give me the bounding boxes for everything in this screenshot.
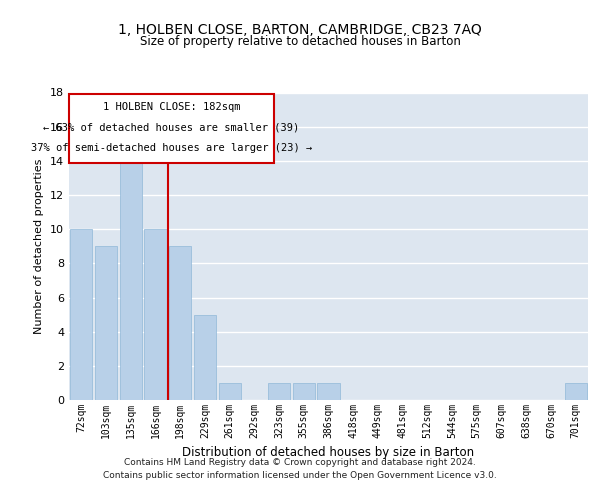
Bar [218,383,241,400]
Bar [317,383,340,400]
Bar [145,229,167,400]
Bar [268,383,290,400]
FancyBboxPatch shape [69,94,274,163]
Bar [70,229,92,400]
Text: 1, HOLBEN CLOSE, BARTON, CAMBRIDGE, CB23 7AQ: 1, HOLBEN CLOSE, BARTON, CAMBRIDGE, CB23… [118,22,482,36]
Bar [169,246,191,400]
Text: Size of property relative to detached houses in Barton: Size of property relative to detached ho… [140,35,460,48]
Bar [95,246,117,400]
Y-axis label: Number of detached properties: Number of detached properties [34,158,44,334]
Text: ← 63% of detached houses are smaller (39): ← 63% of detached houses are smaller (39… [43,122,299,132]
Bar [119,161,142,400]
X-axis label: Distribution of detached houses by size in Barton: Distribution of detached houses by size … [182,446,475,460]
Text: 1 HOLBEN CLOSE: 182sqm: 1 HOLBEN CLOSE: 182sqm [103,102,240,113]
Bar [194,314,216,400]
Bar [293,383,315,400]
Text: Contains public sector information licensed under the Open Government Licence v3: Contains public sector information licen… [103,472,497,480]
Text: 37% of semi-detached houses are larger (23) →: 37% of semi-detached houses are larger (… [31,144,312,154]
Text: Contains HM Land Registry data © Crown copyright and database right 2024.: Contains HM Land Registry data © Crown c… [124,458,476,467]
Bar [565,383,587,400]
